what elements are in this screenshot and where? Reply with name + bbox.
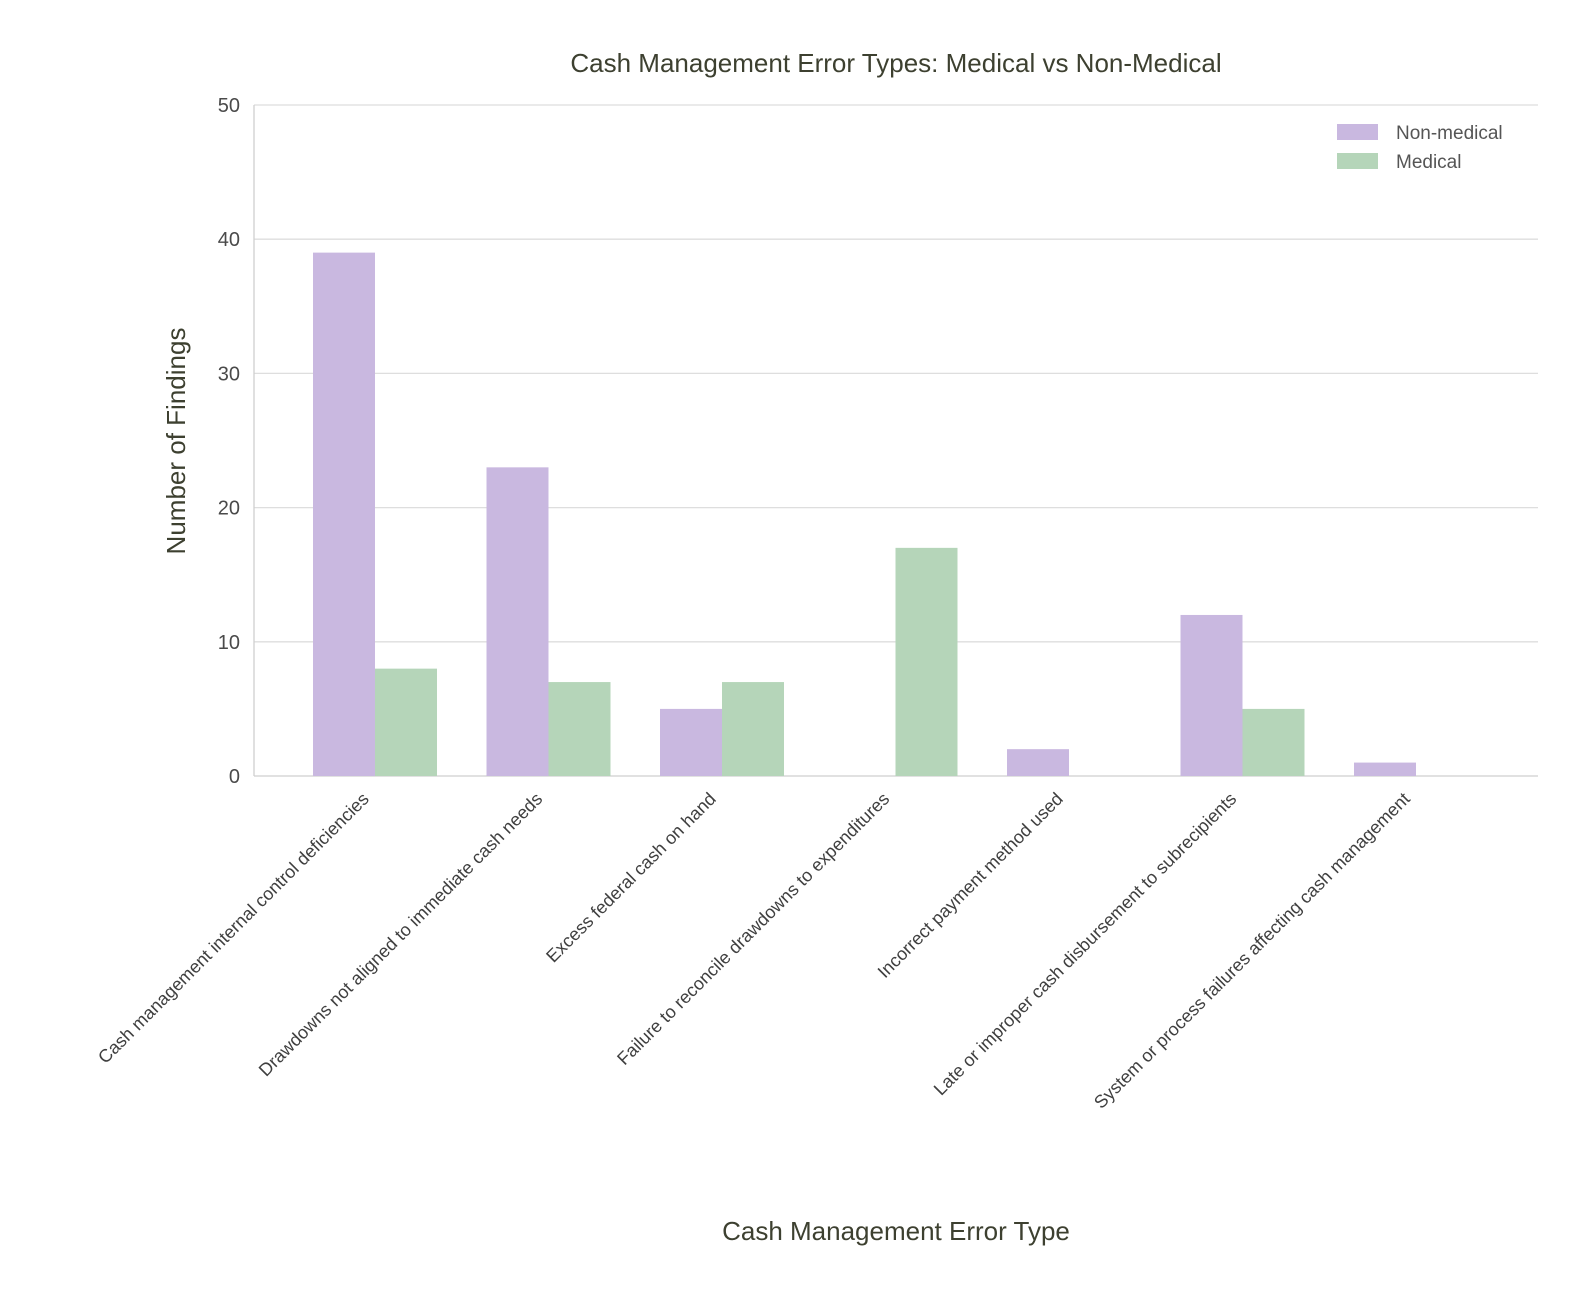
x-tick-label: System or process failures affecting cas… [1090,789,1414,1113]
y-tick-label: 50 [218,95,240,117]
bar-medical [548,682,611,776]
y-tick-label: 10 [218,632,240,654]
bar-medical [722,682,784,776]
bar-non-medical [660,708,722,776]
x-tick-label: Failure to reconcile drawdowns to expend… [613,789,893,1069]
bar-medical [1242,708,1305,776]
x-tick-label: Excess federal cash on hand [542,789,720,967]
y-tick-label: 20 [218,498,240,520]
bar-non-medical [1354,762,1416,776]
x-axis-category-labels: Cash management internal control deficie… [94,789,1414,1113]
bar-non-medical [1180,614,1243,776]
y-tick-label: 0 [229,766,240,788]
bar-medical [375,668,437,776]
bar-non-medical [486,467,549,776]
legend-swatch [1337,124,1378,140]
x-tick-label: Late or improper cash disbursement to su… [930,789,1241,1100]
x-tick-label: Drawdowns not aligned to immediate cash … [255,789,546,1080]
chart-title: Cash Management Error Types: Medical vs … [570,48,1221,78]
bar-medical [895,547,958,776]
y-tick-label: 30 [218,363,240,385]
legend-label: Non-medical [1396,123,1503,144]
gridlines [253,104,1538,777]
bars [313,252,1416,776]
legend-swatch [1337,153,1378,169]
bar-non-medical [313,252,375,776]
x-axis-title: Cash Management Error Type [722,1216,1070,1246]
y-axis-ticks: 0 10 20 30 40 50 [218,95,240,788]
y-tick-label: 40 [218,229,240,251]
y-axis-title: Number of Findings [161,328,191,555]
bar-non-medical [1007,749,1069,776]
x-tick-label: Incorrect payment method used [874,789,1067,982]
legend-label: Medical [1396,152,1461,173]
x-tick-label: Cash management internal control deficie… [94,789,373,1068]
legend: Non-medical Medical [1337,123,1503,173]
